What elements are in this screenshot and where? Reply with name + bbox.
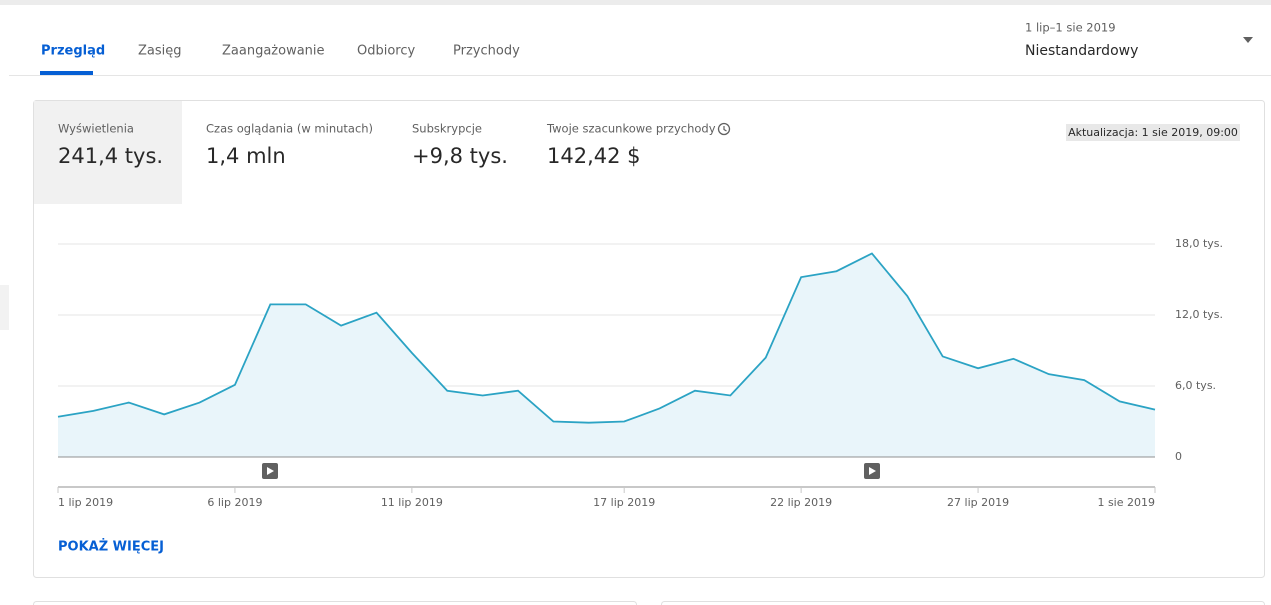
x-tick-label: 1 sie 2019: [1097, 496, 1155, 509]
x-tick-label: 11 lip 2019: [381, 496, 443, 509]
tab[interactable]: Przegląd: [41, 44, 105, 59]
x-tick-label: 22 lip 2019: [770, 496, 832, 509]
next-card: [33, 601, 637, 605]
show-more[interactable]: POKAŻ WIĘCEJ: [58, 539, 164, 555]
line: [57, 252, 1156, 424]
metric-label[interactable]: Czas oglądania (w minutach): [206, 122, 373, 136]
y-tick-label: 6,0 tys.: [1175, 379, 1216, 392]
y-tick-label: 18,0 tys.: [1175, 237, 1223, 250]
y-tick-label: 0: [1175, 450, 1182, 463]
x-tick-label: 17 lip 2019: [593, 496, 655, 509]
date-label[interactable]: Niestandardowy: [1025, 43, 1138, 59]
metrics: Wyświetlenia 241,4 tys. Czas oglądania (w …: [58, 122, 716, 169]
metric-label[interactable]: Twoje szacunkowe przychody: [546, 122, 716, 136]
active-tab-underline: [40, 71, 93, 75]
metric-value[interactable]: 142,42 $: [547, 144, 641, 168]
tabs: Przegląd Zasięg Zaangażowanie Odbiorcy Przyc…: [41, 44, 520, 59]
tab[interactable]: Zasięg: [138, 44, 182, 59]
next-card: [661, 601, 1265, 605]
x-tick-label: 27 lip 2019: [947, 496, 1009, 509]
video-marker[interactable]: [864, 463, 880, 479]
metric-value[interactable]: 241,4 tys.: [58, 144, 163, 168]
tab[interactable]: Zaangażowanie: [222, 44, 325, 59]
chart: 0 6,0 tys. 12,0 tys. 18,0 tys. 1 lip 2019 6 l…: [57, 237, 1223, 509]
updated-text: Aktualizacja: 1 sie 2019, 09:00: [1068, 126, 1238, 139]
updated-badge: [1066, 124, 1240, 141]
x-tick-label: 6 lip 2019: [207, 496, 262, 509]
x-tick-label: 1 lip 2019: [58, 496, 113, 509]
metric-label[interactable]: Wyświetlenia: [58, 122, 134, 136]
clock-icon: [717, 122, 731, 136]
card: [33, 100, 1265, 578]
dropdown-arrow[interactable]: [1243, 37, 1253, 43]
tab[interactable]: Odbiorcy: [357, 44, 416, 59]
tab[interactable]: Przychody: [453, 44, 520, 59]
top-shadow: [0, 0, 1271, 5]
video-marker[interactable]: [262, 463, 278, 479]
area: [58, 253, 1155, 457]
metric-label[interactable]: Subskrypcje: [412, 122, 482, 136]
active-metric-bg: [34, 101, 182, 204]
side-handle: [0, 285, 9, 330]
y-tick-label: 12,0 tys.: [1175, 308, 1223, 321]
metric-value[interactable]: 1,4 mln: [206, 144, 286, 168]
metric-value[interactable]: +9,8 tys.: [412, 144, 508, 168]
date-period: 1 lip–1 sie 2019: [1025, 21, 1116, 35]
